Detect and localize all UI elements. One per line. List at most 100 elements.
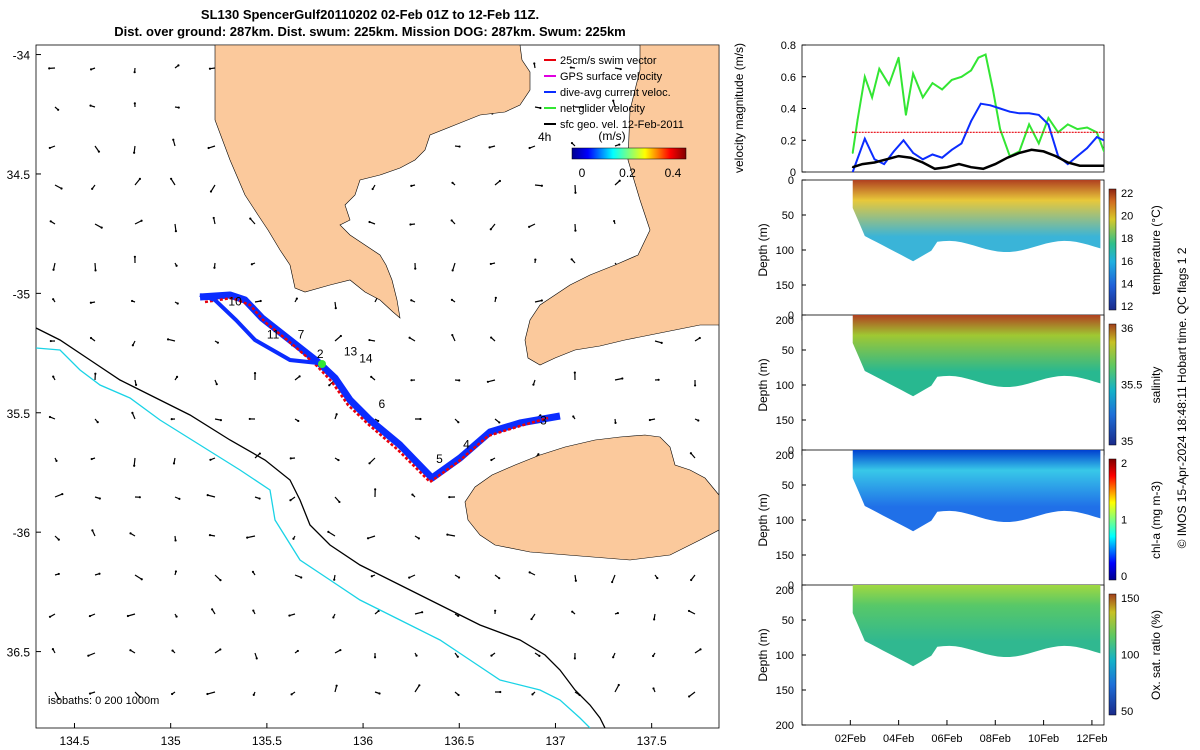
velocity-arrow-head bbox=[494, 609, 497, 612]
velocity-arrow bbox=[134, 691, 141, 698]
velocity-arrow-head bbox=[259, 299, 262, 303]
colorbar-label: chl-a (mg m-3) bbox=[1149, 481, 1163, 559]
velocity-arrow-head bbox=[60, 187, 63, 190]
velocity-arrow-head bbox=[572, 415, 575, 418]
map-y-tick-label: 35.5 bbox=[7, 407, 31, 421]
velocity-arrow-head bbox=[528, 146, 531, 150]
velocity-panel: 0 0.2 0.4 0.6 0.8 velocity magnitude (m/s) bbox=[732, 40, 1105, 179]
velocity-arrow-head bbox=[570, 258, 573, 261]
velocity-arrow-head bbox=[130, 299, 134, 303]
velocity-arrow bbox=[134, 220, 142, 225]
velocity-point bbox=[851, 131, 854, 134]
velocity-arrow-head bbox=[456, 655, 459, 658]
velocity-arrow-head bbox=[660, 341, 663, 344]
velocity-point bbox=[1103, 164, 1104, 167]
velocity-point bbox=[960, 142, 963, 145]
velocity-point bbox=[931, 153, 934, 156]
velocity-point bbox=[885, 158, 888, 161]
velocity-arrow-head bbox=[538, 654, 541, 657]
colorbar-label: temperature (°C) bbox=[1149, 205, 1163, 295]
velocity-arrow-head bbox=[246, 536, 249, 539]
velocity-point bbox=[897, 56, 900, 59]
velocity-point bbox=[888, 83, 890, 86]
velocity-arrow bbox=[207, 494, 216, 498]
velocity-arrow-head bbox=[219, 648, 222, 651]
colorbar-tick-label: 20 bbox=[1121, 211, 1133, 223]
velocity-arrow bbox=[611, 574, 616, 583]
velocity-point bbox=[892, 150, 895, 153]
velocity-arrow-head bbox=[134, 383, 138, 386]
velocity-arrow bbox=[52, 262, 56, 270]
velocity-arrow-head bbox=[457, 693, 460, 697]
velocity-arrow-head bbox=[368, 220, 371, 224]
velocity-arrow-head bbox=[295, 297, 298, 300]
velocity-arrow-head bbox=[410, 379, 413, 382]
velocity-arrow-head bbox=[140, 219, 143, 222]
velocity-arrow-head bbox=[89, 104, 92, 107]
velocity-arrow-head bbox=[169, 177, 173, 180]
velocity-arrow-head bbox=[212, 216, 215, 220]
velocity-point bbox=[851, 166, 854, 169]
depth-tick-label: 0 bbox=[788, 445, 794, 457]
velocity-arrow bbox=[452, 262, 456, 271]
velocity-arrow-head bbox=[528, 225, 531, 228]
velocity-arrow-head bbox=[451, 181, 454, 184]
velocity-point bbox=[851, 171, 854, 172]
velocity-arrow-head bbox=[377, 609, 380, 613]
velocity-point bbox=[991, 88, 994, 91]
velocity-arrow-head bbox=[138, 695, 142, 699]
velocity-arrow-head bbox=[52, 268, 55, 271]
velocity-arrow-head bbox=[334, 306, 337, 310]
velocity-arrow-head bbox=[252, 609, 255, 612]
colorbar-tick-label: 0.4 bbox=[665, 166, 682, 180]
colorbar-tick-label: 0 bbox=[1121, 571, 1127, 583]
velocity-arrow-head bbox=[656, 576, 659, 580]
velocity-arrow-head bbox=[219, 579, 222, 582]
velocity-arrow-head bbox=[250, 263, 253, 266]
velocity-arrow-head bbox=[57, 697, 60, 701]
velocity-arrow-head bbox=[94, 372, 97, 375]
velocity-point bbox=[863, 75, 866, 78]
deployment-marker bbox=[318, 360, 326, 368]
colorbar-tick-label: 35.5 bbox=[1121, 380, 1142, 392]
velocity-point bbox=[1037, 113, 1040, 116]
velocity-arrow-head bbox=[209, 190, 213, 193]
velocity-arrow-head bbox=[328, 384, 331, 387]
colorbar-tick-label: 22 bbox=[1121, 188, 1133, 200]
velocity-arrow-head bbox=[569, 66, 572, 69]
velocity-arrow-head bbox=[289, 499, 292, 502]
velocity-point bbox=[1042, 150, 1045, 153]
colorbar-tick-label: 0 bbox=[579, 166, 586, 180]
velocity-arrow-head bbox=[288, 614, 291, 617]
velocity-arrow-head bbox=[249, 217, 252, 220]
time-tick-label: 06Feb bbox=[931, 733, 962, 745]
colorbar-tick-label: 100 bbox=[1121, 650, 1139, 662]
velocity-arrow-head bbox=[498, 179, 502, 183]
velocity-arrow-head bbox=[693, 384, 697, 387]
velocity-arrow-head bbox=[494, 296, 497, 299]
land-kangaroo-island bbox=[464, 434, 719, 561]
velocity-arrow bbox=[54, 493, 63, 498]
velocity-frame bbox=[801, 44, 1105, 173]
velocity-arrow-head bbox=[248, 417, 251, 421]
velocity-arrow-head bbox=[133, 102, 136, 105]
section-field bbox=[852, 315, 1101, 397]
track-day-label: 2 bbox=[317, 347, 324, 361]
velocity-arrow-head bbox=[96, 421, 99, 424]
velocity-series-net bbox=[851, 53, 1104, 158]
velocity-arrow-head bbox=[211, 608, 214, 611]
velocity-arrow-head bbox=[652, 687, 655, 690]
velocity-point bbox=[941, 88, 944, 91]
velocity-arrow-head bbox=[172, 462, 176, 465]
velocity-arrow bbox=[134, 574, 143, 580]
velocity-arrow-head bbox=[290, 693, 293, 696]
velocity-arrow bbox=[367, 535, 376, 539]
velocity-arrow-head bbox=[48, 67, 51, 70]
velocity-arrow bbox=[694, 648, 701, 654]
velocity-arrow-head bbox=[100, 226, 103, 229]
track-day-label: 13 bbox=[344, 344, 358, 358]
velocity-arrow-head bbox=[98, 497, 101, 500]
velocity-point bbox=[984, 53, 987, 56]
velocity-arrow bbox=[134, 178, 141, 186]
velocity-arrow-head bbox=[297, 419, 300, 423]
